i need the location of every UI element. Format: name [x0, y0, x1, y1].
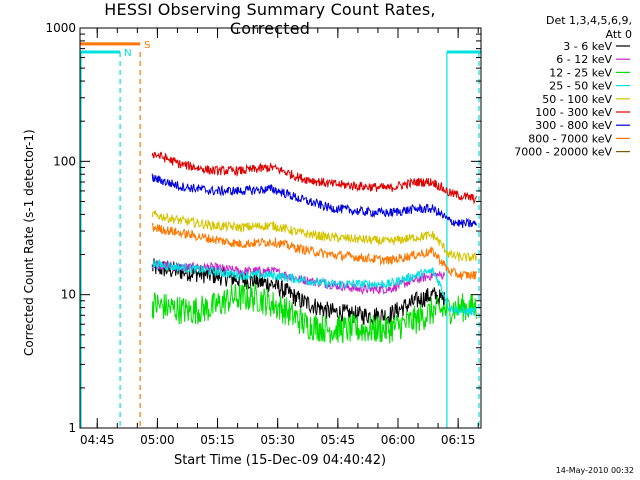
series-line-2	[151, 283, 477, 344]
series-line-0	[151, 258, 445, 326]
series-line-7	[151, 223, 477, 280]
legend-detectors: Det 1,3,4,5,6,9,	[545, 14, 632, 27]
series-line-4	[151, 210, 477, 262]
y-axis-units: (s-1 detector-1)	[22, 129, 36, 223]
legend-label-3: 25 - 50 keV	[549, 80, 612, 93]
legend-label-2: 12 - 25 keV	[549, 66, 612, 79]
y-tick-label: 10	[61, 288, 76, 302]
x-tick-label: 05:00	[140, 433, 175, 447]
legend-label-0: 3 - 6 keV	[563, 40, 612, 53]
chart-title: HESSI Observing Summary Count Rates, Cor…	[104, 0, 436, 38]
legend-header: Det 1,3,4,5,6,9, Att 0	[500, 14, 632, 42]
x-tick-label: 04:45	[80, 433, 115, 447]
flag-label-n: N	[124, 48, 131, 59]
x-tick-label: 05:15	[200, 433, 235, 447]
footer-date: 14-May-2010 00:32	[555, 466, 634, 475]
legend-label-6: 300 - 800 keV	[535, 119, 612, 132]
series-line-3	[151, 258, 477, 317]
legend-label-7: 800 - 7000 keV	[528, 132, 612, 145]
x-tick-label: 06:00	[381, 433, 416, 447]
x-tick-label: 06:15	[441, 433, 476, 447]
x-axis-label: Start Time (15-Dec-09 04:40:42)	[173, 453, 387, 468]
y-axis-label: Corrected Count Rate (s-1 detector-1)	[22, 129, 36, 356]
legend-label-5: 100 - 300 keV	[535, 106, 612, 119]
x-tick-label: 05:45	[321, 433, 356, 447]
legend-label-8: 7000 - 20000 keV	[514, 146, 612, 159]
y-tick-label: 100	[53, 154, 76, 168]
legend-attenuator: Att 0	[605, 28, 632, 41]
y-tick-label: 1000	[45, 21, 76, 35]
series-line-5	[151, 151, 477, 205]
series-line-6	[151, 173, 477, 229]
legend-label-4: 50 - 100 keV	[542, 93, 612, 106]
legend-label-1: 6 - 12 keV	[556, 53, 612, 66]
y-tick-label: 1	[68, 421, 76, 435]
flag-label-s: S	[144, 40, 150, 51]
plot-frame	[79, 27, 482, 429]
x-tick-label: 05:30	[260, 433, 295, 447]
